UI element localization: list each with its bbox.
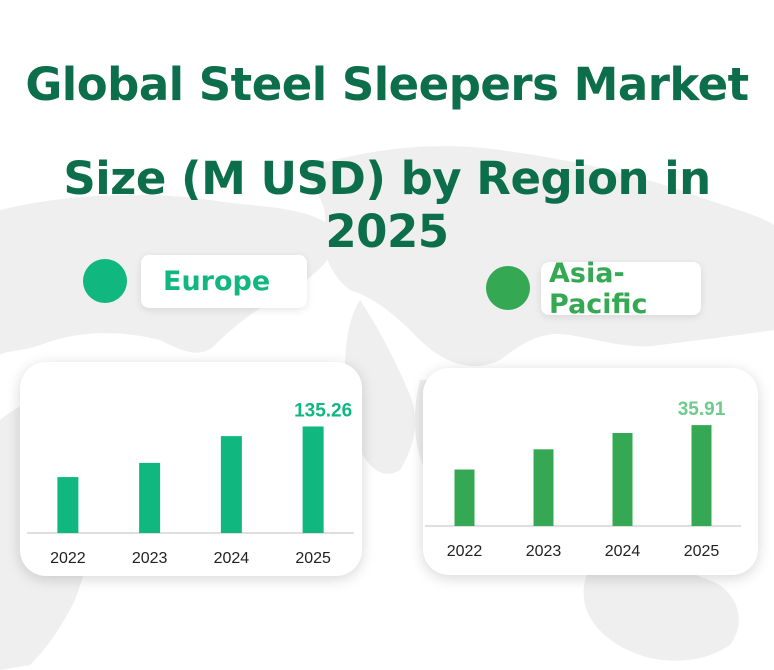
bar-2024 (220, 436, 242, 533)
x-tick-label: 2025 (684, 543, 720, 560)
asia-pacific-chart-card: 2022 2023 2024 2025 35.91 (423, 368, 758, 575)
bar-2022 (454, 469, 475, 526)
x-tick-label: 2023 (526, 543, 562, 560)
x-tick-label: 2023 (132, 550, 168, 567)
chart-title-line-1: Global Steel Sleepers Market (25, 58, 749, 111)
europe-chart-card: 2022 2023 2024 2025 135.26 (20, 362, 362, 576)
chart-title-line-2: Size (M USD) by Region in 2025 (63, 152, 711, 258)
europe-region-label: Europe (163, 266, 271, 297)
asia-pacific-bar-chart: 2022 2023 2024 2025 35.91 (425, 399, 741, 560)
bar-value-label: 35.91 (678, 399, 726, 420)
bar-value-label: 135.26 (294, 400, 352, 421)
asia-pacific-region-label-box: Asia-Pacific (541, 258, 701, 320)
bar-2023 (533, 449, 554, 526)
europe-legend-dot (83, 259, 127, 303)
x-tick-label: 2022 (447, 543, 483, 560)
x-tick-label: 2024 (605, 543, 641, 560)
europe-region-label-box: Europe (141, 255, 307, 308)
asia-pacific-legend-dot (486, 266, 530, 310)
bar-2024 (612, 433, 633, 526)
x-tick-label: 2022 (50, 550, 86, 567)
bar-2022 (57, 477, 79, 533)
europe-bar-chart: 2022 2023 2024 2025 135.26 (27, 400, 354, 567)
bar-2023 (139, 462, 161, 533)
x-tick-label: 2025 (295, 550, 331, 567)
bar-2025 (302, 426, 324, 533)
bar-2025 (691, 425, 712, 526)
x-tick-label: 2024 (214, 550, 250, 567)
asia-pacific-region-label: Asia-Pacific (549, 257, 648, 320)
